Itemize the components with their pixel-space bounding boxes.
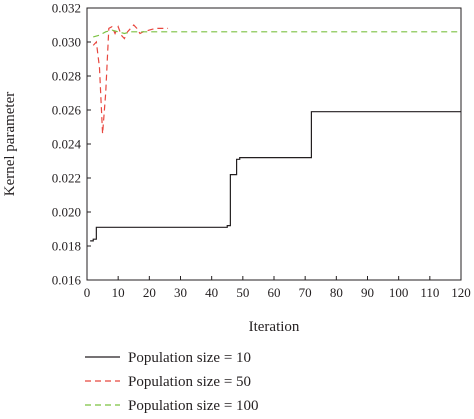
legend: Population size = 10 Population size = 50… (85, 350, 259, 414)
series-lines (90, 24, 461, 242)
y-axis-title: Kernel parameter (2, 92, 18, 197)
x-tick-label: 120 (451, 285, 471, 300)
y-tick-label: 0.018 (52, 239, 81, 254)
y-tick-label: 0.026 (52, 103, 82, 118)
x-tick-label: 50 (236, 285, 249, 300)
y-tick-label: 0.024 (52, 137, 82, 152)
series-line-2 (92, 24, 169, 134)
x-tick-label: 60 (268, 285, 281, 300)
x-tick-label: 20 (143, 285, 156, 300)
y-tick-label: 0.022 (52, 171, 81, 186)
y-tick-label: 0.032 (52, 1, 81, 16)
legend-label-2: Population size = 50 (128, 374, 251, 390)
x-tick-label: 100 (389, 285, 409, 300)
y-tick-label: 0.030 (52, 35, 81, 50)
x-tick-label: 70 (299, 285, 312, 300)
plot-frame (86, 7, 462, 281)
series-line-1 (90, 111, 461, 242)
y-axis: 0.016 0.018 0.020 0.022 0.024 0.026 0.028 0.030… (52, 1, 91, 288)
x-tick-label: 10 (112, 285, 125, 300)
y-tick-label: 0.020 (52, 205, 81, 220)
x-tick-label: 30 (174, 285, 187, 300)
x-tick-label: 40 (205, 285, 218, 300)
legend-label-1: Population size = 10 (128, 350, 251, 366)
legend-label-3: Population size = 100 (128, 398, 259, 414)
x-tick-label: 110 (420, 285, 439, 300)
x-tick-label: 0 (84, 285, 91, 300)
x-tick-label: 80 (330, 285, 343, 300)
series-line-3 (93, 29, 461, 38)
y-tick-label: 0.016 (52, 273, 82, 288)
x-axis-title: Iteration (249, 319, 300, 335)
y-tick-label: 0.028 (52, 69, 81, 84)
x-axis: 0 10 20 30 40 50 60 70 80 90 100 110 120 (84, 276, 471, 300)
x-tick-label: 90 (361, 285, 374, 300)
